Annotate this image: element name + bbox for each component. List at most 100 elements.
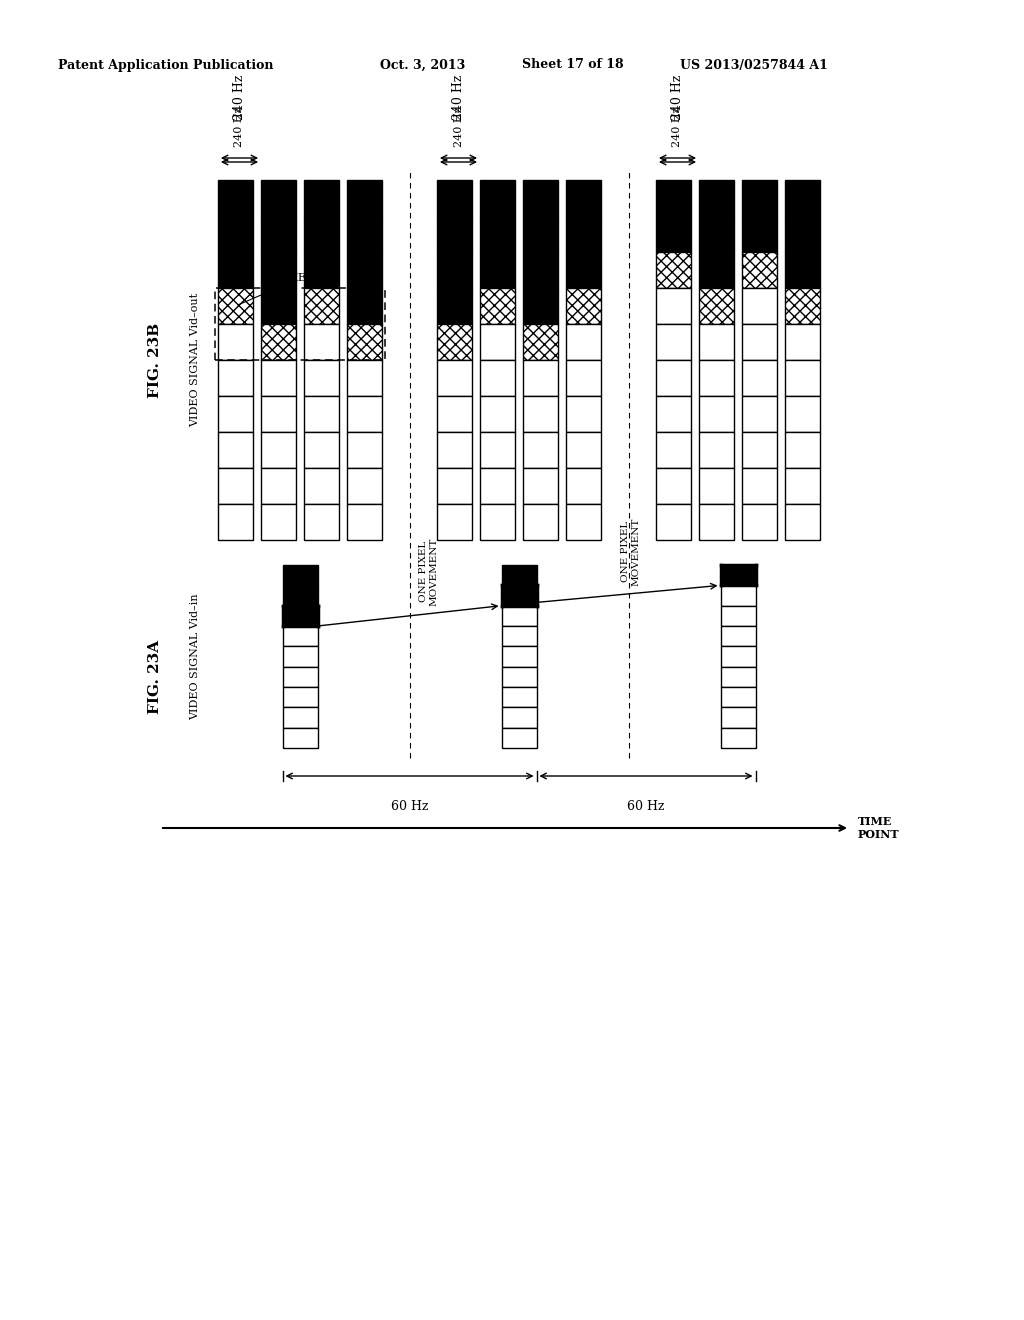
Bar [347,360,382,396]
Bar [566,360,601,396]
Text: ONE PIXEL
MOVEMENT: ONE PIXEL MOVEMENT [420,537,439,606]
Bar [304,469,339,504]
Bar [437,504,472,540]
Bar [566,504,601,540]
Bar [721,647,756,667]
Bar [566,432,601,469]
Bar [437,469,472,504]
Text: VIDEO SIGNAL Vid–in: VIDEO SIGNAL Vid–in [190,593,200,719]
Bar [656,216,691,252]
Text: 240 Hz: 240 Hz [673,107,683,147]
Bar [785,504,820,540]
Bar [304,216,339,252]
Bar [283,667,317,686]
Bar [261,504,296,540]
Bar [218,396,253,432]
Bar [742,432,777,469]
Bar [785,469,820,504]
Text: Patent Application Publication: Patent Application Publication [58,58,273,71]
Bar [785,288,820,323]
Bar [523,323,558,360]
Bar [437,216,472,252]
Bar [347,323,382,360]
Bar [218,180,253,216]
Text: 240 Hz: 240 Hz [233,75,246,120]
Bar [656,323,691,360]
Bar [283,585,317,606]
Bar [304,432,339,469]
Bar [261,396,296,432]
Bar [261,288,296,323]
Bar [283,708,317,727]
Text: TIME
POINT: TIME POINT [858,816,900,840]
Bar [742,469,777,504]
Bar [566,323,601,360]
Bar [785,216,820,252]
Bar [566,216,601,252]
Bar [218,288,253,323]
Bar [742,323,777,360]
Bar [480,396,515,432]
Bar [566,252,601,288]
Bar [283,686,317,708]
Bar [699,396,734,432]
Text: 60 Hz: 60 Hz [628,800,665,813]
Bar [721,708,756,727]
Bar [218,360,253,396]
Bar [347,432,382,469]
Bar [656,360,691,396]
Bar [480,216,515,252]
Bar [347,504,382,540]
Bar [261,180,296,216]
Bar [261,216,296,252]
Bar [656,252,691,288]
Bar [218,432,253,469]
Bar [283,727,317,748]
Bar [523,252,558,288]
Bar [283,647,317,667]
Bar [721,727,756,748]
Bar [304,396,339,432]
Text: PIXEL P: PIXEL P [238,273,325,305]
Bar [261,469,296,504]
Bar [283,626,317,647]
Bar [523,432,558,469]
Text: 240 Hz: 240 Hz [671,75,684,120]
Bar [480,469,515,504]
Text: 240 Hz: 240 Hz [454,107,464,147]
Bar [437,288,472,323]
Text: FIG. 23A: FIG. 23A [148,639,162,714]
Bar [742,396,777,432]
Bar [656,396,691,432]
Bar [742,504,777,540]
Text: 240 Hz: 240 Hz [234,107,245,147]
Bar [261,252,296,288]
Bar [437,396,472,432]
Bar [502,727,537,748]
Bar [656,288,691,323]
Bar [699,432,734,469]
Bar [699,360,734,396]
Bar [437,180,472,216]
Bar [656,432,691,469]
Bar [480,323,515,360]
Bar [523,288,558,323]
Bar [283,606,317,626]
Bar [347,288,382,323]
Bar [480,504,515,540]
Bar [523,504,558,540]
Bar [218,216,253,252]
Bar [502,626,537,647]
Bar [699,180,734,216]
Bar [304,504,339,540]
Bar [480,432,515,469]
Bar [283,565,317,585]
Bar [437,432,472,469]
Bar [347,216,382,252]
Bar [502,565,537,585]
Bar [656,469,691,504]
Bar [721,606,756,626]
Bar [721,626,756,647]
Bar [304,288,339,323]
Bar [785,180,820,216]
